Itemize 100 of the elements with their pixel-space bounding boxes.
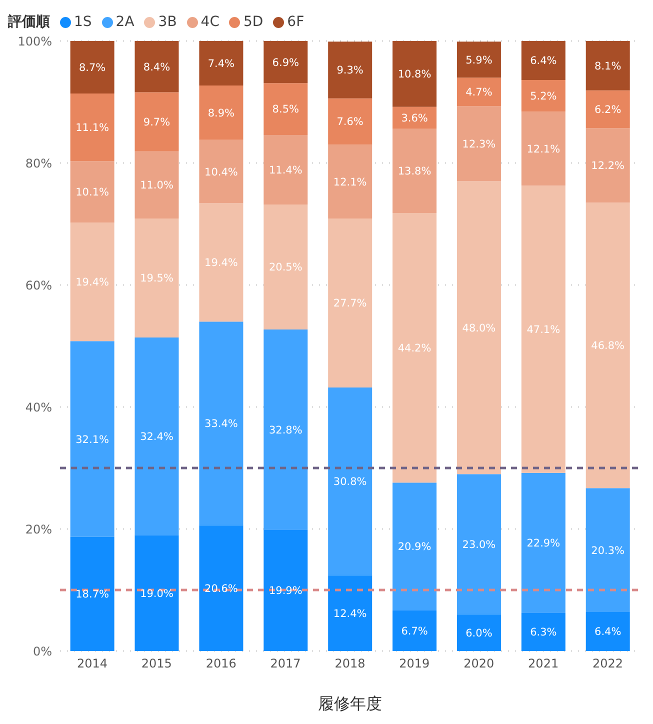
- data-label: 32.1%: [76, 434, 110, 446]
- bar: [456, 474, 501, 614]
- bar: [70, 536, 114, 651]
- data-label: 6.3%: [530, 626, 557, 639]
- bar: [586, 128, 630, 203]
- data-label: 3.6%: [401, 112, 428, 125]
- bar: [328, 144, 372, 219]
- data-label: 19.0%: [140, 588, 174, 600]
- data-label: 4.7%: [466, 86, 492, 99]
- legend-label: 3B: [158, 14, 177, 30]
- bar: [134, 218, 179, 338]
- data-label: 30.8%: [333, 476, 367, 488]
- bar: [328, 218, 372, 388]
- data-label: 5.9%: [466, 54, 492, 66]
- bar: [328, 98, 372, 145]
- data-label: 33.4%: [204, 418, 238, 430]
- bar: [328, 575, 372, 651]
- bar: [586, 612, 630, 651]
- data-label: 27.7%: [333, 298, 367, 310]
- data-label: 11.0%: [140, 180, 174, 192]
- data-label: 5.2%: [530, 90, 557, 103]
- x-tick-label: 2018: [334, 656, 366, 671]
- legend-label: 2A: [116, 14, 134, 30]
- y-tick-label: 20%: [25, 522, 52, 536]
- bar: [456, 181, 501, 474]
- bar: [134, 151, 179, 219]
- x-tick-label: 2019: [399, 656, 430, 671]
- x-tick-label: 2020: [464, 656, 494, 671]
- data-label: 20.6%: [204, 582, 238, 595]
- bar: [264, 83, 308, 135]
- data-label: 32.4%: [140, 431, 174, 444]
- data-label: 7.6%: [336, 116, 364, 128]
- bar: [199, 525, 244, 651]
- data-label: 8.9%: [208, 107, 235, 120]
- bar: [264, 204, 308, 330]
- x-axis-title: 履修年度: [318, 694, 382, 713]
- x-tick-label: 2015: [141, 656, 172, 671]
- bar: [134, 41, 179, 92]
- x-tick-label: 2014: [76, 656, 108, 671]
- bar: [521, 41, 566, 80]
- bar: [586, 41, 630, 90]
- y-tick-label: 100%: [18, 34, 52, 48]
- bar: [199, 41, 244, 86]
- bar: [392, 482, 437, 610]
- data-label: 7.4%: [208, 58, 235, 70]
- bar: [521, 112, 566, 186]
- bar: [199, 322, 244, 526]
- bar: [392, 128, 437, 214]
- data-label: 44.2%: [398, 342, 432, 355]
- data-label: 12.1%: [333, 176, 367, 188]
- data-label: 9.7%: [143, 116, 170, 129]
- data-label: 18.7%: [76, 588, 110, 601]
- data-label: 12.1%: [526, 143, 560, 156]
- data-label: 6.4%: [594, 626, 622, 638]
- data-label: 6.9%: [272, 56, 299, 69]
- data-label: 20.5%: [268, 262, 302, 274]
- y-tick-label: 80%: [25, 156, 52, 170]
- legend-title: 評価順: [8, 13, 50, 31]
- data-label: 12.2%: [591, 160, 625, 172]
- data-label: 19.5%: [140, 272, 174, 285]
- bar: [264, 530, 308, 651]
- bar: [392, 610, 437, 651]
- data-label: 22.9%: [526, 537, 560, 550]
- x-tick-label: 2021: [528, 656, 559, 671]
- data-label: 10.1%: [76, 186, 110, 199]
- bar: [392, 41, 437, 107]
- bar: [70, 161, 114, 223]
- bar: [521, 472, 566, 613]
- bar: [328, 42, 372, 98]
- bar: [70, 341, 114, 537]
- bar: [70, 41, 114, 94]
- y-tick-label: 60%: [25, 278, 52, 292]
- data-label: 47.1%: [526, 324, 560, 336]
- bar: [456, 614, 501, 651]
- bar: [586, 90, 630, 128]
- data-label: 46.8%: [591, 340, 625, 352]
- x-tick-label: 2022: [592, 656, 624, 671]
- bar: [134, 92, 179, 152]
- data-label: 48.0%: [462, 322, 496, 334]
- data-label: 20.3%: [591, 544, 625, 557]
- legend-label: 6F: [287, 14, 304, 30]
- bar: [392, 106, 437, 129]
- bar: [392, 213, 437, 483]
- data-label: 20.9%: [398, 541, 432, 554]
- legend-label: 5D: [243, 14, 264, 30]
- data-label: 12.3%: [462, 138, 496, 151]
- data-label: 11.4%: [268, 164, 302, 176]
- bar: [199, 140, 244, 204]
- data-label: 10.8%: [398, 68, 432, 81]
- bar: [199, 203, 244, 322]
- bar: [70, 93, 114, 162]
- legend-label: 1S: [74, 14, 92, 30]
- data-label: 6.2%: [594, 104, 622, 116]
- data-label: 23.0%: [462, 538, 496, 551]
- data-label: 6.0%: [466, 627, 492, 640]
- data-label: 11.1%: [76, 122, 110, 134]
- data-label: 12.4%: [333, 608, 367, 620]
- data-label: 8.4%: [143, 61, 170, 74]
- bar: [521, 612, 566, 651]
- bar: [328, 387, 372, 576]
